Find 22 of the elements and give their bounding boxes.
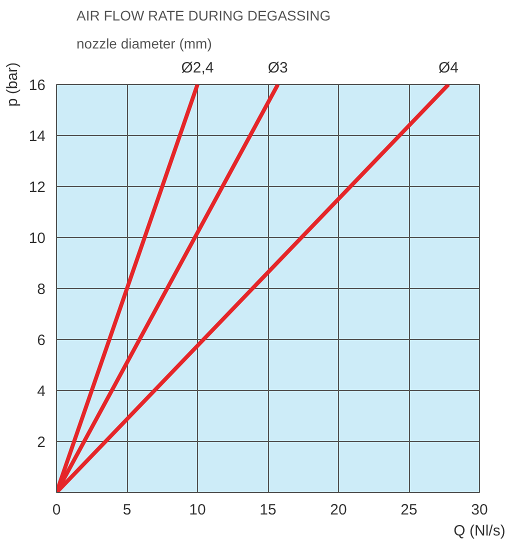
- y-tick-label: 8: [37, 281, 46, 298]
- series-label: Ø3: [268, 60, 288, 76]
- x-tick-label: 25: [400, 502, 418, 518]
- y-tick-label: 14: [28, 128, 46, 145]
- series-label: Ø2,4: [181, 60, 214, 76]
- chart-title: AIR FLOW RATE DURING DEGASSING: [76, 8, 331, 24]
- x-tick-label: 0: [52, 502, 61, 518]
- x-tick-label: 15: [260, 502, 276, 518]
- y-tick-label: 10: [28, 230, 46, 247]
- series-label: Ø4: [438, 60, 458, 76]
- y-tick-label: 2: [37, 434, 46, 451]
- y-axis-title: p (bar): [4, 62, 21, 107]
- chart-subtitle: nozzle diameter (mm): [76, 36, 212, 52]
- y-tick-label: 4: [37, 383, 46, 400]
- y-tick-label: 6: [37, 332, 46, 349]
- y-tick-label: 16: [28, 77, 46, 94]
- x-tick-label: 30: [471, 502, 488, 518]
- x-tick-label: 10: [189, 502, 206, 518]
- x-tick-label: 20: [330, 502, 347, 518]
- y-tick-label: 12: [28, 179, 46, 196]
- x-tick-label: 5: [122, 502, 132, 518]
- x-axis-title: Q (Nl/s): [454, 522, 506, 540]
